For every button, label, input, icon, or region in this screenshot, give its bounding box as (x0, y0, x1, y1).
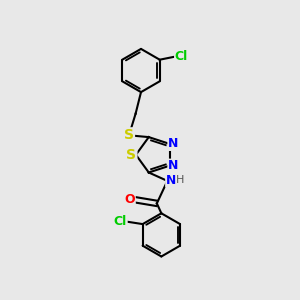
Text: N: N (168, 159, 178, 172)
Text: S: S (126, 148, 136, 162)
Text: H: H (176, 175, 184, 185)
Text: N: N (166, 174, 176, 187)
Text: Cl: Cl (114, 215, 127, 228)
Text: S: S (124, 128, 134, 142)
Text: O: O (124, 193, 135, 206)
Text: N: N (168, 137, 178, 150)
Text: Cl: Cl (175, 50, 188, 63)
